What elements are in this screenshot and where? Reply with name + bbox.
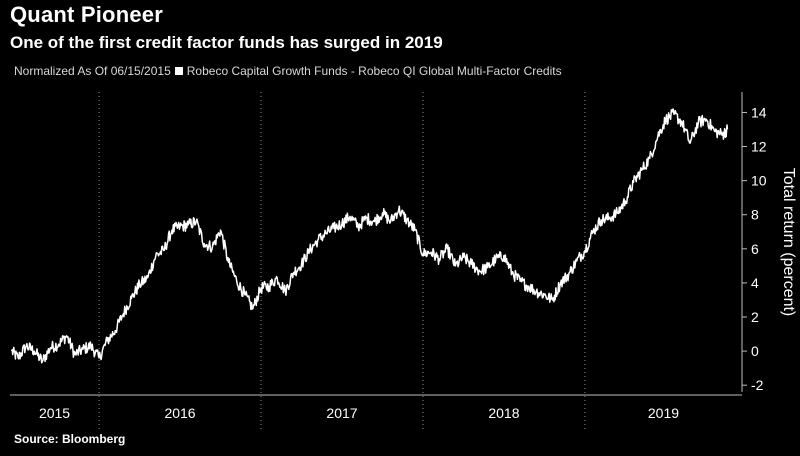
y-tick-label: 0 [751, 343, 759, 359]
y-tick-label: 12 [751, 139, 767, 155]
y-axis-label: Total return (percent) [780, 168, 797, 317]
x-tick-label: 2018 [488, 405, 519, 421]
x-tick-label: 2016 [164, 405, 195, 421]
chart-title: Quant Pioneer [10, 2, 163, 27]
y-tick-label: 4 [751, 275, 759, 291]
legend-swatch [174, 67, 183, 75]
y-tick-label: 2 [751, 309, 759, 325]
y-tick-label: -2 [751, 377, 764, 393]
x-tick-label: 2015 [39, 405, 70, 421]
legend: Normalized As Of 06/15/2015 Robeco Capit… [14, 64, 562, 78]
y-tick-label: 14 [751, 104, 767, 120]
y-tick-label: 10 [751, 173, 767, 189]
source-note: Source: Bloomberg [14, 432, 126, 446]
normalization-note: Normalized As Of 06/15/2015 [14, 64, 171, 78]
chart-subtitle: One of the first credit factor funds has… [10, 33, 443, 52]
y-tick-label: 6 [751, 241, 759, 257]
legend-series-label: Robeco Capital Growth Funds - Robeco QI … [186, 64, 562, 78]
y-tick-label: 8 [751, 207, 759, 223]
x-tick-label: 2019 [648, 405, 679, 421]
series-line [10, 108, 729, 364]
x-tick-label: 2017 [326, 405, 357, 421]
